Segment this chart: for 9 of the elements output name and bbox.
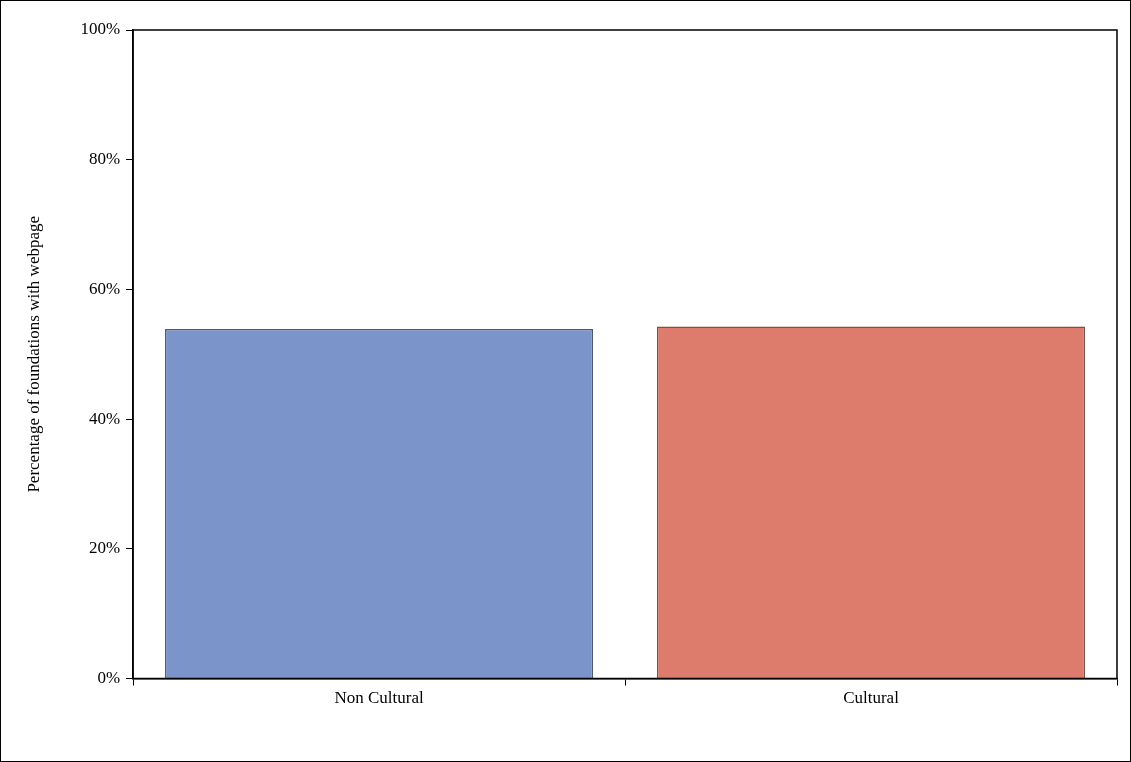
y-tick-label: 60% [88,278,121,298]
y-tick-label: 40% [88,408,121,428]
y-axis-title: Percentage of foundations with webpage [23,215,43,493]
x-tick-label: Non Cultural [334,688,424,708]
y-tick-label: 20% [88,538,121,558]
x-tick-label: Cultural [843,688,900,708]
y-tick-label: 80% [88,149,121,169]
y-tick-label: 100% [80,19,121,39]
y-tick-label: 0% [97,668,121,688]
